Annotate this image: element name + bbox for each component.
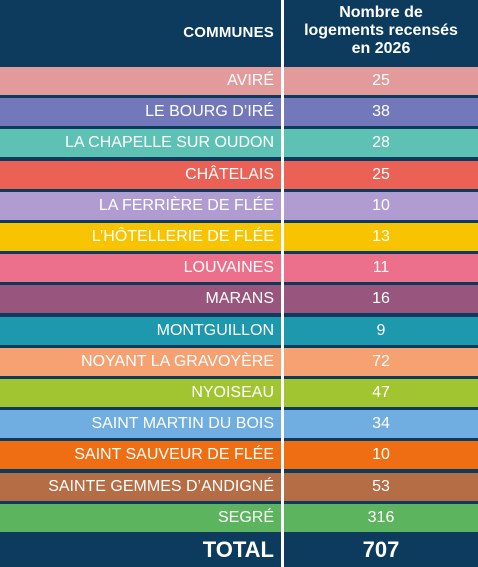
housing-count: 72: [284, 347, 478, 376]
table-row: L’HÔTELLERIE DE FLÉE 13: [0, 223, 478, 251]
commune-name: MARANS: [0, 285, 281, 314]
total-row: TOTAL 707: [0, 532, 478, 567]
commune-name: MONTGUILLON: [0, 316, 281, 345]
commune-name: SEGRÉ: [0, 503, 281, 532]
housing-count: 25: [284, 67, 478, 95]
commune-name: LE BOURG D’IRÉ: [0, 98, 281, 127]
housing-count: 16: [284, 285, 478, 314]
commune-name: NOYANT LA GRAVOYÈRE: [0, 347, 281, 376]
table-row: AVIRÉ 25: [0, 67, 478, 95]
header-count-line: Nombre de: [339, 4, 423, 21]
header-count-line: en 2026: [351, 40, 411, 57]
commune-name: NYOISEAU: [0, 379, 281, 407]
housing-count: 47: [284, 379, 478, 407]
commune-name: SAINT MARTIN DU BOIS: [0, 410, 281, 439]
table-header: COMMUNES Nombre de logements recensés en…: [0, 0, 478, 64]
commune-name: SAINT SAUVEUR DE FLÉE: [0, 441, 281, 470]
commune-name: CHÂTELAIS: [0, 160, 281, 189]
table-row: MONTGUILLON 9: [0, 316, 478, 345]
commune-name: SAINTE GEMMES D’ANDIGNÉ: [0, 472, 281, 501]
housing-count: 13: [284, 223, 478, 251]
column-divider: [281, 0, 284, 567]
housing-count: 9: [284, 316, 478, 345]
housing-count: 53: [284, 472, 478, 501]
table-row: SAINT SAUVEUR DE FLÉE 10: [0, 441, 478, 470]
table-row: SEGRÉ 316: [0, 503, 478, 532]
table-row: LOUVAINES 11: [0, 254, 478, 283]
table-row: LE BOURG D’IRÉ 38: [0, 98, 478, 127]
housing-count: 316: [284, 503, 478, 532]
header-housing-count: Nombre de logements recensés en 2026: [284, 4, 478, 58]
total-value: 707: [362, 536, 400, 562]
table-row: NYOISEAU 47: [0, 379, 478, 407]
commune-name: LA CHAPELLE SUR OUDON: [0, 129, 281, 158]
table-row: SAINTE GEMMES D’ANDIGNÉ 53: [0, 472, 478, 501]
housing-count: 10: [284, 441, 478, 470]
commune-name: L’HÔTELLERIE DE FLÉE: [0, 223, 281, 251]
table-row: SAINT MARTIN DU BOIS 34: [0, 410, 478, 439]
commune-name: AVIRÉ: [0, 67, 281, 95]
housing-count: 34: [284, 410, 478, 439]
header-communes: COMMUNES: [183, 23, 274, 41]
commune-name: LA FERRIÈRE DE FLÉE: [0, 191, 281, 220]
housing-count: 11: [284, 254, 478, 283]
header-count-line: logements recensés: [304, 22, 458, 39]
housing-count: 10: [284, 191, 478, 220]
table-row: LA FERRIÈRE DE FLÉE 10: [0, 191, 478, 220]
table-row: MARANS 16: [0, 285, 478, 314]
total-label: TOTAL: [202, 536, 274, 562]
commune-name: LOUVAINES: [0, 254, 281, 283]
table-row: NOYANT LA GRAVOYÈRE 72: [0, 347, 478, 376]
housing-count: 25: [284, 160, 478, 189]
housing-count: 28: [284, 129, 478, 158]
table-row: LA CHAPELLE SUR OUDON 28: [0, 129, 478, 158]
housing-count: 38: [284, 98, 478, 127]
table-row: CHÂTELAIS 25: [0, 160, 478, 189]
